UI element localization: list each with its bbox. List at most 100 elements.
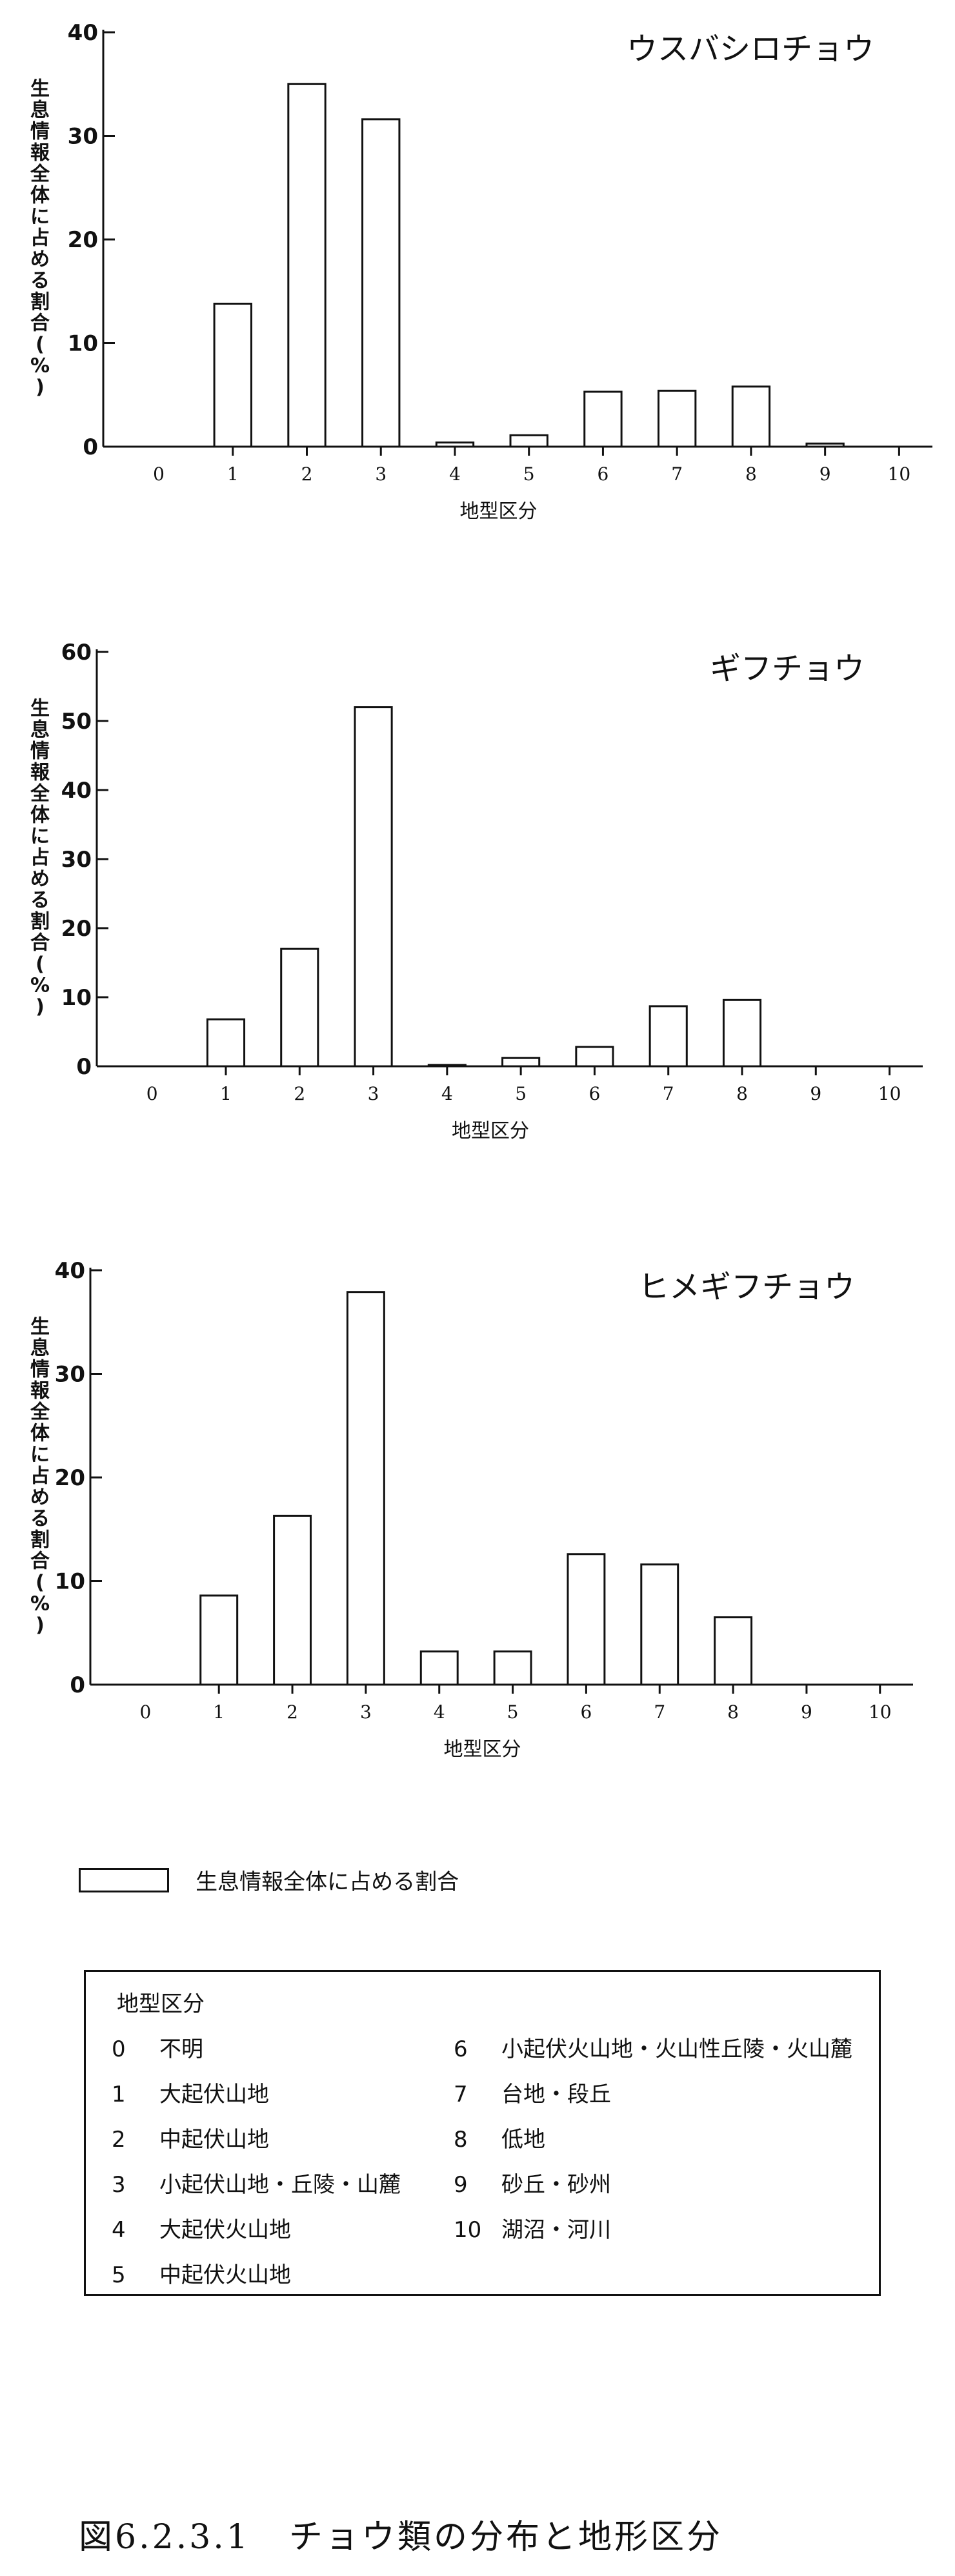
x-tick-label: 5	[515, 1083, 527, 1104]
bar-2	[273, 1514, 312, 1686]
x-tick-label: 3	[360, 1701, 372, 1723]
series-legend-label: 生息情報全体に占める割合	[196, 1869, 459, 1895]
x-tick-label: 6	[598, 463, 609, 485]
bar-5	[493, 1650, 532, 1686]
bar-4	[419, 1650, 459, 1686]
x-tick-label: 9	[810, 1083, 821, 1104]
x-tick-label: 4	[449, 463, 461, 485]
bar-4	[427, 1064, 467, 1068]
x-tick-label: 10	[869, 1701, 892, 1723]
y-tick-label: 50	[61, 709, 92, 735]
category-legend-item: 7 台地・段丘	[454, 2082, 611, 2107]
bar-6	[575, 1046, 614, 1068]
x-tick-label: 7	[671, 463, 683, 485]
bar-5	[509, 434, 548, 448]
chart-title: ウスバシロチョウ	[627, 31, 874, 67]
y-axis-label: 生息情報全体に占める割合(%)	[30, 698, 50, 1019]
series-legend: 生息情報全体に占める割合	[79, 1864, 459, 1896]
category-legend-item: 4 大起伏火山地	[112, 2217, 291, 2243]
x-tick-label: 10	[878, 1083, 901, 1104]
chart-title: ヒメギフチョウ	[638, 1269, 855, 1305]
bar-9	[805, 442, 845, 448]
bar-1	[213, 303, 252, 448]
category-legend-item: 8 低地	[454, 2127, 545, 2153]
y-axis-label: 生息情報全体に占める割合(%)	[30, 1316, 50, 1637]
bar-7	[640, 1563, 679, 1686]
x-tick-label: 8	[727, 1701, 739, 1723]
figure-number: 図6.2.3.1	[79, 2518, 250, 2557]
x-tick-label: 2	[301, 463, 313, 485]
x-tick-label: 9	[819, 463, 831, 485]
y-tick-label: 30	[61, 847, 92, 873]
category-legend-item: 10 湖沼・河川	[454, 2217, 611, 2243]
y-tick-label: 20	[61, 916, 92, 942]
bar-6	[583, 390, 623, 448]
x-tick-label: 7	[654, 1701, 665, 1723]
y-tick-label: 10	[55, 1569, 85, 1595]
category-legend-item: 1 大起伏山地	[112, 2082, 269, 2107]
bar-2	[280, 948, 319, 1068]
x-tick-label: 6	[581, 1701, 592, 1723]
category-legend-item: 2 中起伏山地	[112, 2127, 269, 2153]
x-tick-label: 2	[286, 1701, 298, 1723]
x-tick-label: 8	[745, 463, 757, 485]
bar-8	[722, 999, 762, 1068]
bar-4	[435, 441, 475, 448]
x-tick-label: 0	[139, 1701, 151, 1723]
x-tick-label: 10	[888, 463, 911, 485]
bar-6	[567, 1553, 606, 1686]
x-tick-label: 2	[294, 1083, 305, 1104]
category-legend-item: 3 小起伏山地・丘陵・山麓	[112, 2172, 401, 2198]
y-axis-label: 生息情報全体に占める割合(%)	[30, 78, 50, 399]
x-tick-label: 5	[507, 1701, 519, 1723]
bar-1	[206, 1018, 246, 1068]
y-tick-label: 30	[55, 1362, 85, 1388]
x-tick-label: 0	[146, 1083, 158, 1104]
y-tick-label: 20	[68, 227, 98, 253]
x-tick-label: 0	[153, 463, 165, 485]
bar-8	[714, 1616, 753, 1686]
y-tick-label: 40	[61, 778, 92, 804]
bar-2	[287, 83, 327, 448]
bar-7	[657, 389, 697, 448]
x-tick-label: 8	[736, 1083, 748, 1104]
x-tick-label: 4	[441, 1083, 453, 1104]
category-legend-item: 0 不明	[112, 2036, 203, 2062]
y-tick-label: 0	[76, 1054, 92, 1080]
bar-3	[346, 1291, 385, 1686]
chart-title: ギフチョウ	[710, 651, 865, 687]
x-axis-label: 地型区分	[460, 500, 538, 523]
y-tick-label: 0	[83, 434, 98, 460]
x-tick-label: 3	[368, 1083, 379, 1104]
y-tick-label: 20	[55, 1465, 85, 1491]
y-tick-label: 10	[68, 331, 98, 357]
bar-7	[648, 1005, 688, 1068]
y-tick-label: 40	[55, 1258, 85, 1284]
bar-5	[501, 1057, 541, 1068]
x-tick-label: 5	[523, 463, 535, 485]
x-tick-label: 3	[375, 463, 387, 485]
category-legend-left-column: 0 不明 1 大起伏山地 2 中起伏山地 3 小起伏山地・丘陵・山麓 4 大起伏火山地 5…	[112, 2031, 401, 2302]
figure-caption-text: チョウ類の分布と地形区分	[288, 2518, 723, 2557]
x-tick-label: 1	[227, 463, 239, 485]
category-legend-item: 5 中起伏火山地	[112, 2262, 291, 2288]
x-axis-label: 地型区分	[452, 1120, 529, 1142]
x-tick-label: 4	[434, 1701, 445, 1723]
figure-caption: 図6.2.3.1 チョウ類の分布と地形区分	[79, 2510, 761, 2558]
y-tick-label: 0	[70, 1672, 85, 1698]
x-axis-label: 地型区分	[444, 1738, 521, 1761]
category-legend-item: 6 小起伏火山地・火山性丘陵・火山麓	[454, 2036, 852, 2062]
category-legend-right-column: 6 小起伏火山地・火山性丘陵・火山麓 7 台地・段丘 8 低地 9 砂丘・砂州 10 湖沼…	[454, 2031, 852, 2257]
y-tick-label: 10	[61, 985, 92, 1011]
category-legend-item: 9 砂丘・砂州	[454, 2172, 611, 2198]
bar-3	[361, 118, 401, 448]
category-legend-title: 地型区分	[117, 1991, 205, 2017]
x-tick-label: 1	[213, 1701, 225, 1723]
bar-8	[731, 385, 771, 448]
x-tick-label: 9	[801, 1701, 812, 1723]
x-tick-label: 6	[589, 1083, 601, 1104]
